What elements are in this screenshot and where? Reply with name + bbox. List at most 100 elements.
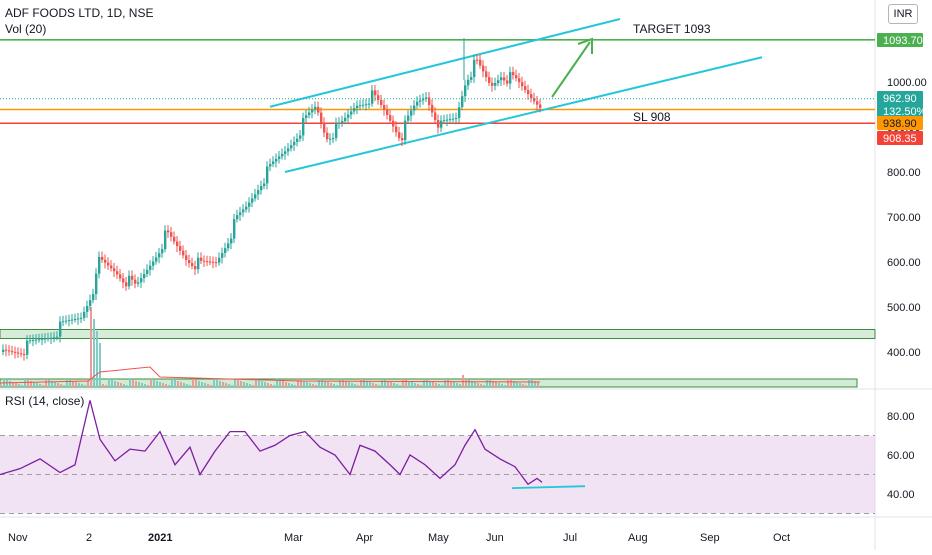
candle-body xyxy=(497,80,500,83)
candle-body xyxy=(380,100,383,105)
candle-body xyxy=(275,158,278,162)
candle-body xyxy=(14,351,17,353)
volume-bar xyxy=(501,384,503,387)
volume-bar xyxy=(414,383,416,387)
candle-body xyxy=(296,138,299,142)
volume-bar xyxy=(504,385,506,387)
candle-body xyxy=(305,115,308,118)
rsi-tick-label: 80.00 xyxy=(887,411,915,423)
target-label: TARGET 1093 xyxy=(633,22,711,36)
volume-bar xyxy=(354,384,356,387)
volume-bar xyxy=(420,385,422,387)
candle-body xyxy=(2,349,5,352)
candle-body xyxy=(383,104,386,110)
volume-bar xyxy=(222,382,224,387)
candle-body xyxy=(260,186,263,191)
candle-body xyxy=(119,274,122,279)
volume-bar xyxy=(528,379,530,387)
volume-bar xyxy=(159,382,161,387)
volume-bar xyxy=(510,380,512,387)
price-badge-bg xyxy=(877,104,923,118)
candle-body xyxy=(182,250,185,256)
candle-body xyxy=(242,209,245,213)
candle-body xyxy=(356,105,359,109)
volume-bars xyxy=(0,307,541,387)
volume-bar xyxy=(183,383,185,387)
candle-body xyxy=(98,256,101,274)
volume-bar xyxy=(30,381,32,387)
currency-button[interactable]: INR xyxy=(888,4,918,24)
volume-bar xyxy=(81,384,83,387)
volume-bar xyxy=(6,380,8,387)
target-arrow[interactable] xyxy=(551,37,593,98)
volume-bar xyxy=(477,383,479,387)
volume-bar xyxy=(384,380,386,387)
time-tick-label: May xyxy=(428,532,449,544)
candle-body xyxy=(350,111,353,115)
volume-bar xyxy=(525,385,527,387)
time-tick-label: 2021 xyxy=(148,532,172,544)
volume-bar xyxy=(66,379,68,387)
volume-bar xyxy=(12,382,14,387)
candle-body xyxy=(164,230,167,250)
volume-bar xyxy=(168,385,170,387)
volume-bar xyxy=(462,375,464,387)
candle-body xyxy=(191,263,194,267)
price-badge-label: 1093.70 xyxy=(883,35,923,47)
volume-bar xyxy=(96,331,98,387)
candle-body xyxy=(140,278,143,283)
volume-bar xyxy=(117,382,119,387)
candle-body xyxy=(107,262,110,266)
volume-bar xyxy=(507,379,509,387)
channel-upper-line[interactable] xyxy=(269,18,621,108)
candle-body xyxy=(479,59,482,66)
price-badge-label: 962.90 xyxy=(883,93,917,105)
candle-body xyxy=(467,79,470,86)
candle-body xyxy=(425,97,428,99)
candle-body xyxy=(269,163,272,167)
volume-bar xyxy=(276,379,278,387)
candle-body xyxy=(152,261,155,266)
candle-body xyxy=(11,351,14,353)
candle-body xyxy=(461,96,464,108)
volume-bar xyxy=(240,381,242,387)
candle-body xyxy=(41,338,44,340)
candle-body xyxy=(80,317,83,319)
volume-bar xyxy=(522,384,524,387)
volume-bar xyxy=(261,381,263,387)
candle-body xyxy=(299,135,302,139)
volume-bar xyxy=(123,384,125,387)
candle-body xyxy=(446,119,449,121)
candle-body xyxy=(44,338,47,340)
volume-bar xyxy=(63,385,65,387)
volume-bar xyxy=(213,379,215,387)
volume-bar xyxy=(456,383,458,387)
candle-body xyxy=(86,306,89,312)
candle-body xyxy=(293,141,296,146)
volume-bar xyxy=(252,385,254,387)
volume-bar xyxy=(399,385,401,387)
candle-body xyxy=(302,118,305,136)
candle-body xyxy=(125,282,128,287)
candle-body xyxy=(518,78,521,83)
candle-body xyxy=(65,320,68,322)
rsi-trendline[interactable] xyxy=(511,485,586,490)
rsi-pane[interactable] xyxy=(0,400,875,514)
candle-body xyxy=(29,340,32,342)
price-tick-label: 500.00 xyxy=(887,302,921,314)
candle-body xyxy=(308,112,311,116)
price-badge-label: 938.90 xyxy=(883,118,917,130)
volume-bar xyxy=(0,385,2,387)
volume-bar xyxy=(348,382,350,387)
channel-lower-line[interactable] xyxy=(284,56,763,173)
candle-body xyxy=(440,120,443,128)
candle-body xyxy=(17,352,20,354)
candle-body xyxy=(482,65,485,72)
price-badge-bg xyxy=(877,116,923,130)
volume-bar xyxy=(417,384,419,387)
candle-body xyxy=(398,132,401,139)
candle-body xyxy=(320,112,323,123)
